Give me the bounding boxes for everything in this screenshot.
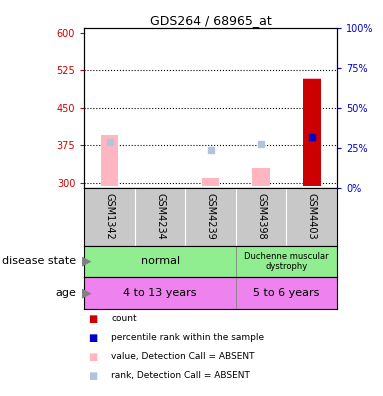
Text: ■: ■ <box>88 352 97 362</box>
Text: disease state: disease state <box>2 256 77 267</box>
Bar <box>202 178 219 186</box>
Title: GDS264 / 68965_at: GDS264 / 68965_at <box>150 13 272 27</box>
Text: GSM1342: GSM1342 <box>105 193 115 240</box>
Text: GSM4239: GSM4239 <box>206 193 216 240</box>
Text: rank, Detection Call = ABSENT: rank, Detection Call = ABSENT <box>111 371 250 380</box>
Text: 5 to 6 years: 5 to 6 years <box>253 288 320 298</box>
Text: value, Detection Call = ABSENT: value, Detection Call = ABSENT <box>111 352 255 361</box>
Text: ■: ■ <box>88 371 97 381</box>
Text: GSM4234: GSM4234 <box>155 193 165 240</box>
Bar <box>303 79 321 186</box>
Text: ■: ■ <box>88 333 97 343</box>
Text: count: count <box>111 314 137 323</box>
Text: 4 to 13 years: 4 to 13 years <box>123 288 197 298</box>
Bar <box>101 135 118 186</box>
Text: GSM4403: GSM4403 <box>307 194 317 240</box>
Bar <box>236 277 337 309</box>
Text: ▶: ▶ <box>82 255 92 268</box>
Bar <box>252 168 270 186</box>
Text: Duchenne muscular
dystrophy: Duchenne muscular dystrophy <box>244 252 329 271</box>
Text: ▶: ▶ <box>82 287 92 299</box>
Text: GSM4398: GSM4398 <box>256 194 266 240</box>
Text: percentile rank within the sample: percentile rank within the sample <box>111 333 264 342</box>
Bar <box>236 246 337 277</box>
Bar <box>84 246 236 277</box>
Bar <box>84 277 236 309</box>
Text: normal: normal <box>141 256 180 267</box>
Text: ■: ■ <box>88 314 97 324</box>
Text: age: age <box>56 288 77 298</box>
Bar <box>303 78 321 186</box>
